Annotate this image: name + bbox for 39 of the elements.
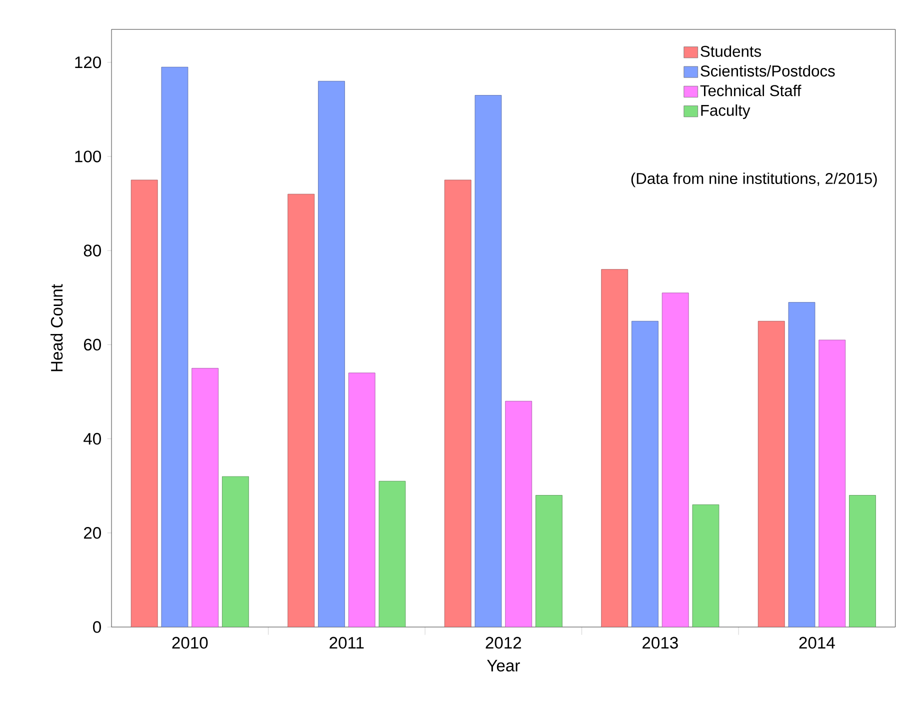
bar: [318, 80, 345, 627]
y-tick-label: 60: [84, 338, 101, 350]
bar: [692, 504, 720, 627]
legend-label: Students: [700, 45, 762, 57]
bar: [474, 94, 502, 627]
y-tick-label: 120: [75, 56, 101, 68]
legend-label: Scientists/Postdocs: [700, 64, 835, 76]
y-tick-label: 0: [93, 620, 101, 633]
x-tick-label: 2014: [799, 636, 835, 648]
bar: [222, 476, 249, 627]
bar: [348, 372, 376, 627]
x-tick-label: 2010: [172, 636, 208, 648]
bar: [601, 268, 628, 627]
bar: [818, 340, 846, 627]
bar: [758, 320, 785, 627]
y-tick-label: 40: [84, 432, 101, 444]
x-tick-label: 2013: [642, 636, 678, 648]
annotation: (Data from nine institutions, 2/2015): [631, 172, 877, 187]
x-axis-title: Year: [487, 660, 520, 672]
bar: [536, 494, 562, 627]
legend-label: Technical Staff: [700, 84, 802, 96]
bar: [161, 66, 188, 627]
x-tick-label: 2011: [330, 636, 364, 648]
y-tick-label: 80: [84, 244, 101, 256]
bar: [662, 292, 689, 627]
legend-label: Faculty: [701, 104, 750, 119]
bar: [849, 494, 876, 627]
bar: [505, 400, 532, 627]
x-tick-label: 2012: [486, 636, 522, 648]
bar: [632, 320, 658, 627]
bar: [192, 368, 218, 627]
y-axis-title: Head Count: [50, 284, 63, 371]
y-tick-label: 20: [84, 526, 101, 539]
bar: [444, 180, 472, 627]
y-tick-label: 100: [75, 150, 101, 162]
bar: [288, 194, 315, 627]
bar: [378, 480, 406, 627]
bar: [788, 302, 816, 627]
bar: [130, 180, 158, 627]
